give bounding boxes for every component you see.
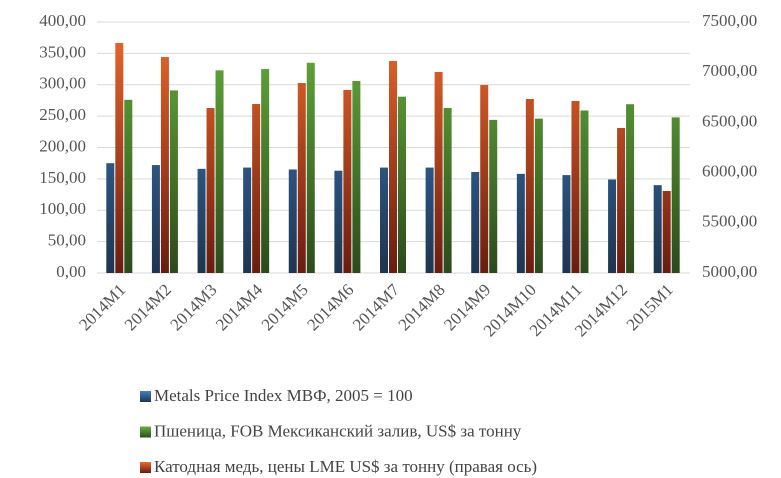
y-tick-label: 400,00: [39, 11, 86, 30]
bar: [352, 80, 361, 273]
y2-tick-label: 7500,00: [702, 11, 757, 30]
y2-tick-label: 5000,00: [702, 262, 757, 281]
bar: [525, 99, 534, 273]
bar: [480, 84, 489, 273]
y-tick-label: 150,00: [39, 168, 86, 187]
bar: [261, 69, 270, 273]
bar: [252, 104, 261, 274]
bar: [489, 119, 498, 273]
bar: [434, 71, 443, 273]
bar: [617, 128, 626, 273]
bar: [471, 171, 480, 273]
bar: [562, 175, 571, 273]
bar: [306, 62, 315, 273]
x-tick-label: 2014M7: [349, 280, 404, 335]
bar: [662, 190, 671, 273]
bar: [398, 96, 406, 273]
y-tick-label: 350,00: [39, 42, 86, 61]
bar: [169, 90, 178, 274]
x-tick-label: 2015M1: [623, 280, 677, 334]
bar: [288, 169, 297, 273]
legend-label: Катодная медь, цены LME US$ за тонну (пр…: [154, 457, 537, 476]
y2-tick-label: 7000,00: [702, 61, 757, 80]
legend-swatch: [140, 426, 151, 438]
bar: [516, 173, 525, 273]
bar: [106, 163, 115, 273]
bar: [580, 110, 589, 273]
bar: [380, 167, 388, 273]
bar: [160, 57, 169, 274]
bar: [124, 99, 133, 273]
x-tick-label: 2014M3: [166, 280, 220, 334]
y2-tick-label: 6500,00: [702, 111, 757, 130]
bar: [215, 70, 224, 273]
y-tick-label: 200,00: [39, 136, 86, 155]
x-tick-label: 2014M5: [258, 280, 312, 334]
legend-label: Metals Price Index МВФ, 2005 = 100: [154, 386, 413, 405]
bar: [243, 167, 252, 273]
bar: [389, 60, 397, 273]
legend-swatch: [140, 391, 151, 402]
x-tick-label: 2014M6: [303, 280, 357, 334]
bar: [608, 179, 617, 273]
bar: [115, 42, 124, 274]
x-tick-label: 2014M8: [395, 280, 449, 334]
bar: [443, 107, 452, 273]
y2-tick-label: 6000,00: [702, 162, 757, 181]
bar: [343, 89, 352, 274]
bar: [197, 168, 206, 273]
bar: [206, 108, 215, 273]
y-tick-label: 250,00: [39, 105, 86, 124]
bar: [334, 170, 343, 273]
x-tick-label: 2014M4: [212, 280, 267, 335]
x-tick-label: 2014M1: [75, 280, 129, 334]
bar: [571, 101, 580, 273]
bar: [653, 185, 662, 273]
bar: [151, 165, 160, 273]
y2-tick-label: 5500,00: [702, 212, 757, 231]
bar: [425, 167, 434, 273]
bar: [671, 117, 680, 273]
x-tick-label: 2014M2: [121, 280, 175, 334]
legend-label: Пшеница, FOB Мексиканский залив, US$ за …: [154, 421, 522, 440]
y-tick-label: 50,00: [48, 231, 86, 250]
y-tick-label: 100,00: [39, 199, 86, 218]
y-tick-label: 300,00: [39, 74, 86, 93]
legend-swatch: [140, 462, 151, 473]
y-tick-label: 0,00: [56, 262, 86, 281]
bar: [626, 104, 635, 273]
bar: [297, 83, 306, 273]
bar: [534, 118, 543, 273]
